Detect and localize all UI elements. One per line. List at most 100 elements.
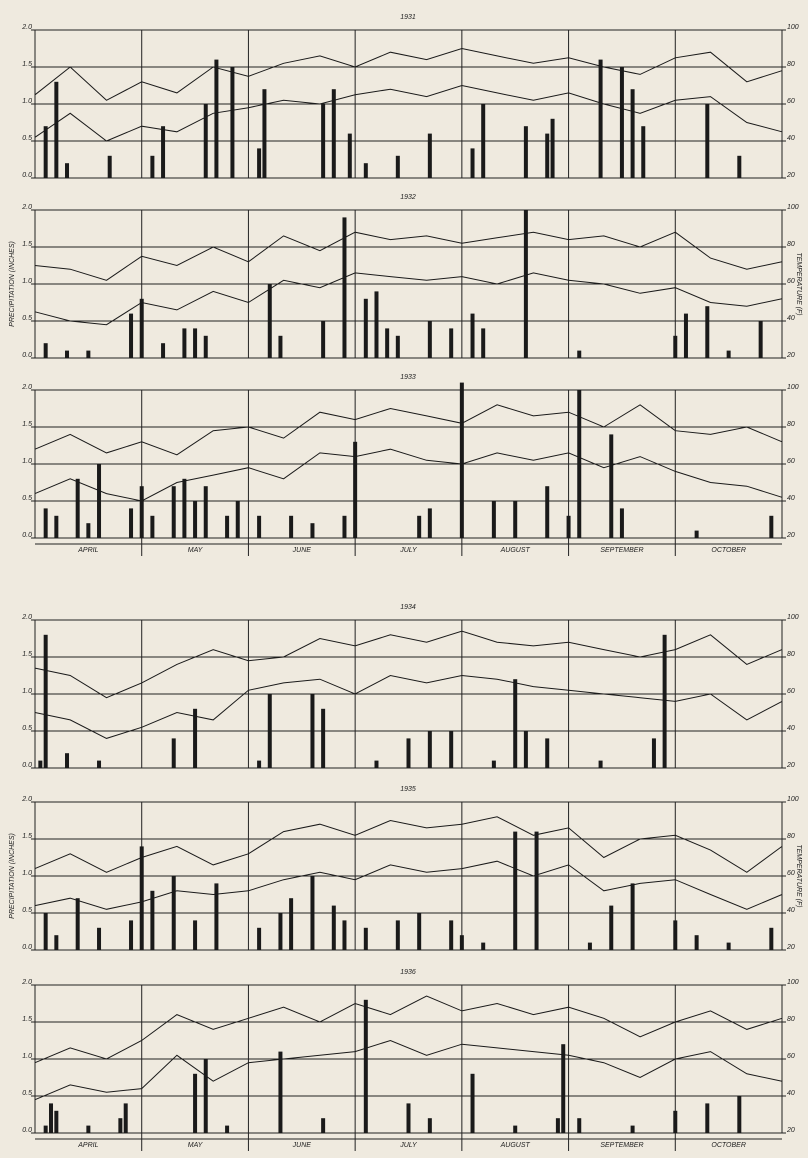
- temperature-line: [34, 448, 783, 502]
- precip-bar: [550, 118, 555, 178]
- precip-bar: [630, 1125, 635, 1133]
- precip-bar: [321, 321, 326, 358]
- precip-bar: [54, 1110, 59, 1133]
- y-tick-label: 2.0: [21, 24, 32, 31]
- precip-bar: [278, 913, 283, 950]
- panel-title: 1931: [400, 14, 416, 21]
- month-label: JUNE: [292, 1142, 312, 1149]
- y2-tick-label: 80: [787, 651, 795, 658]
- y2-tick-label: 20: [786, 944, 795, 951]
- precip-bar: [609, 434, 614, 538]
- y2-tick-label: 100: [787, 614, 799, 621]
- precip-bar: [230, 67, 235, 178]
- precip-bar: [619, 508, 624, 538]
- precip-bar: [363, 298, 368, 358]
- precip-bar: [123, 1103, 128, 1133]
- temperature-line: [34, 84, 783, 142]
- precip-bar: [705, 104, 710, 178]
- precip-bar: [193, 920, 198, 950]
- precip-bar: [75, 898, 80, 950]
- precip-bar: [342, 515, 347, 538]
- y-tick-label: 1.5: [22, 833, 32, 840]
- y2-tick-label: 40: [787, 1090, 795, 1097]
- precip-bar: [257, 927, 262, 950]
- precip-bar: [459, 382, 464, 538]
- month-label: JULY: [399, 1142, 418, 1149]
- y-tick-label: 0.0: [22, 352, 32, 359]
- month-label: APRIL: [77, 547, 98, 554]
- precip-bar: [577, 390, 582, 538]
- precip-bar: [374, 760, 379, 768]
- temperature-line: [34, 404, 783, 456]
- y-tick-label: 0.5: [22, 907, 32, 914]
- y-tick-label: 0.0: [22, 1127, 32, 1134]
- precip-bar: [363, 927, 368, 950]
- precip-bar: [43, 634, 48, 768]
- precip-bar: [513, 831, 518, 950]
- precip-bar: [171, 486, 176, 538]
- y-tick-label: 2.0: [21, 979, 32, 986]
- temperature-line: [34, 231, 783, 281]
- precip-bar: [150, 515, 155, 538]
- precip-bar: [139, 486, 144, 538]
- precip-bar: [331, 905, 336, 950]
- precip-bar: [694, 935, 699, 950]
- precip-bar: [182, 478, 187, 538]
- precip-bar: [118, 1118, 123, 1133]
- y-tick-label: 0.5: [22, 135, 32, 142]
- precip-bar: [43, 343, 48, 358]
- precip-bar: [267, 284, 272, 358]
- temperature-line: [34, 674, 783, 739]
- precip-bar: [523, 210, 528, 358]
- temperature-line: [34, 272, 783, 326]
- precip-bar: [193, 328, 198, 358]
- precip-bar: [523, 731, 528, 768]
- y2-tick-label: 60: [787, 870, 795, 877]
- precip-bar: [481, 942, 486, 950]
- precip-bar: [203, 104, 208, 178]
- y-tick-label: 2.0: [21, 796, 32, 803]
- precip-bar: [449, 731, 454, 768]
- precip-bar: [662, 634, 667, 768]
- precip-bar: [587, 942, 592, 950]
- precip-bar: [427, 321, 432, 358]
- panel-title: 1932: [400, 194, 416, 201]
- precip-bar: [630, 883, 635, 950]
- month-label: OCTOBER: [711, 547, 746, 554]
- precip-bar: [43, 1125, 48, 1133]
- precip-bar: [43, 913, 48, 950]
- precip-bar: [619, 67, 624, 178]
- precip-bar: [278, 1051, 283, 1133]
- precip-bar: [363, 999, 368, 1133]
- precip-bar: [193, 708, 198, 768]
- precip-bar: [491, 501, 496, 538]
- precip-bar: [310, 523, 315, 538]
- y2-tick-label: 80: [787, 241, 795, 248]
- precip-bar: [545, 486, 550, 538]
- month-label: SEPTEMBER: [600, 547, 643, 554]
- y2-tick-label: 20: [786, 352, 795, 359]
- precip-bar: [353, 441, 358, 538]
- month-label: JULY: [399, 547, 418, 554]
- y-tick-label: 1.5: [22, 421, 32, 428]
- precip-bar: [171, 876, 176, 950]
- precip-bar: [427, 133, 432, 178]
- precip-bar: [278, 335, 283, 358]
- precip-bar: [310, 694, 315, 768]
- y2-tick-label: 40: [787, 315, 795, 322]
- y-tick-label: 1.5: [22, 1016, 32, 1023]
- y2-tick-label: 20: [786, 532, 795, 539]
- y2-tick-label: 40: [787, 135, 795, 142]
- precip-bar: [534, 831, 539, 950]
- precip-bar: [427, 508, 432, 538]
- y2-tick-label: 80: [787, 61, 795, 68]
- y2-tick-label: 100: [787, 796, 799, 803]
- precip-bar: [673, 920, 678, 950]
- precip-bar: [161, 343, 166, 358]
- y-tick-label: 1.5: [22, 651, 32, 658]
- precip-bar: [182, 328, 187, 358]
- panel-title: 1935: [400, 786, 416, 793]
- precip-bar: [321, 708, 326, 768]
- temperature-line: [34, 1039, 783, 1101]
